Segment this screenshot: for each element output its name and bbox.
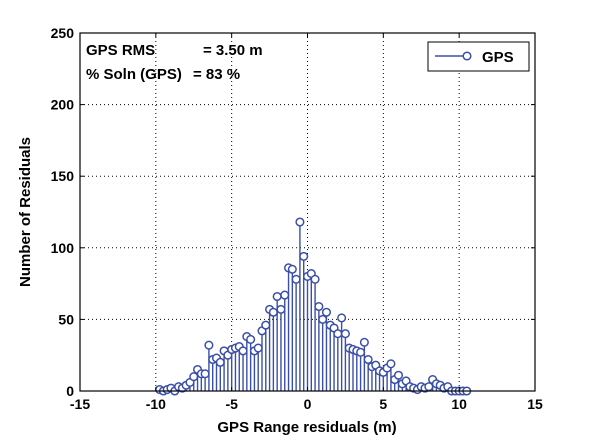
stem-marker — [363, 354, 373, 365]
stem-series-gps — [155, 217, 472, 396]
y-tick-label: 150 — [51, 168, 75, 184]
solution-label: % Soln (GPS) — [86, 66, 182, 83]
stem-marker — [291, 274, 301, 284]
stem-marker — [189, 372, 199, 382]
x-tick-label: 0 — [304, 396, 312, 412]
stem-marker — [310, 274, 320, 284]
stem-marker — [299, 251, 309, 261]
stem-marker — [287, 264, 297, 274]
stats-annotation: GPS RMS = 3.50 m % Soln (GPS) = 83 % — [86, 42, 263, 83]
stem-marker — [356, 347, 366, 357]
x-tick-label: -10 — [146, 396, 166, 412]
stem-marker — [272, 291, 282, 302]
stem-marker — [200, 369, 210, 379]
stem-marker — [318, 314, 328, 324]
legend-marker-icon — [462, 51, 472, 61]
stem-marker — [204, 340, 214, 350]
stem-marker — [295, 217, 305, 227]
legend-label-gps: GPS — [482, 49, 514, 66]
stem-marker — [393, 370, 404, 380]
stem-marker — [333, 329, 343, 339]
rms-label: GPS RMS — [86, 42, 155, 59]
stem-marker — [238, 346, 248, 356]
y-tick-label: 0 — [66, 383, 74, 399]
x-tick-label: -5 — [225, 396, 238, 412]
stem-marker — [280, 290, 290, 300]
legend: GPS — [427, 41, 530, 72]
x-tick-label: 5 — [379, 396, 387, 412]
y-tick-label: 100 — [51, 240, 75, 256]
y-axis-label: Number of Residuals — [17, 137, 34, 287]
x-axis-label: GPS Range residuals (m) — [217, 419, 396, 436]
y-tick-label: 250 — [51, 25, 75, 41]
stem-marker — [386, 359, 396, 369]
y-tick-label: 50 — [58, 311, 74, 327]
axis-ticks — [79, 32, 536, 392]
x-tick-label: 10 — [451, 396, 467, 412]
stem-marker — [276, 304, 286, 314]
x-tick-label: -15 — [70, 396, 90, 412]
stem-marker — [246, 334, 256, 344]
stem-marker — [337, 313, 347, 323]
y-tick-label: 200 — [51, 97, 75, 113]
rms-value: = 3.50 m — [203, 42, 263, 59]
stem-marker — [215, 357, 225, 367]
stem-marker — [314, 301, 324, 312]
stem-marker — [253, 343, 263, 353]
solution-value: = 83 % — [193, 66, 240, 83]
stem-marker — [268, 307, 278, 317]
x-tick-label: 15 — [527, 396, 543, 412]
stem-marker — [321, 307, 332, 317]
stem-marker — [340, 329, 350, 339]
stem-marker — [424, 382, 434, 392]
stem-marker — [359, 337, 369, 347]
stem-marker — [261, 320, 271, 330]
